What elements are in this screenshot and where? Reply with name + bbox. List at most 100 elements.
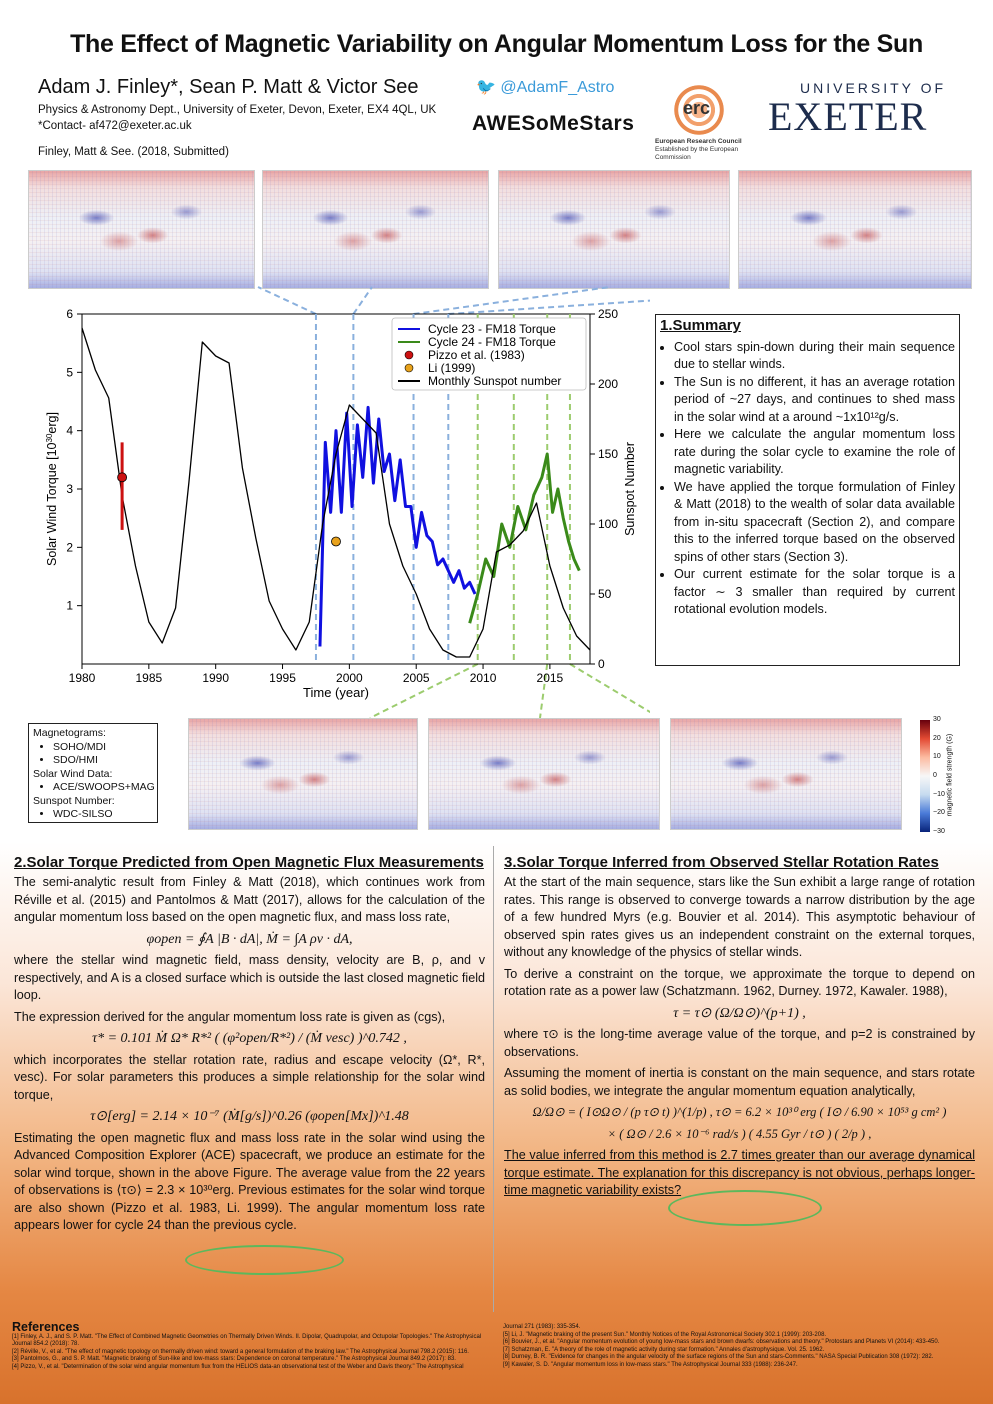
affiliation-block: Physics & Astronomy Dept., University of… (38, 102, 436, 134)
reference-right-5: [9] Kawaler, S. D. "Angular momentum los… (503, 1361, 798, 1368)
x-axis-label: Time (year) (303, 685, 369, 700)
awesome-stars-logo: AWESoMeStars (472, 112, 635, 135)
colorbar-tick: 30 (933, 716, 941, 723)
series-line-2 (81, 327, 591, 658)
reference-right-2: [6] Bouvier, J., et al. "Angular momentu… (503, 1339, 940, 1345)
colorbar-tick: 20 (933, 734, 941, 742)
x-tick-label: 1980 (69, 671, 96, 685)
x-tick-label: 1990 (202, 671, 229, 685)
erc-logo: erc European Research Council Established… (655, 82, 745, 162)
solar-wind-source-0: ACE/SWOOPS+MAG (53, 781, 155, 795)
x-tick-label: 2015 (537, 671, 564, 685)
y-axis-label: Solar Wind Torque [1030erg] (45, 412, 60, 566)
colorbar-tick: −30 (933, 828, 945, 835)
y-tick-label: 5 (66, 365, 73, 379)
section-2-p1: The semi-analytic result from Finley & M… (14, 875, 485, 924)
section-3-p3: where τ⊙ is the long-time average value … (504, 1027, 975, 1059)
twitter-text: @AdamF_Astro (500, 79, 615, 96)
section-3: 3.Solar Torque Inferred from Observed St… (504, 852, 975, 1204)
magnetogram-connectors (257, 286, 650, 719)
data-point-0 (117, 472, 128, 483)
citation: Finley, Matt & See. (2018, Submitted) (38, 146, 229, 158)
reference-right-3: [7] Schatzman, E. "A theory of the role … (503, 1346, 825, 1353)
bottom-background (0, 842, 993, 1404)
legend-swatch (404, 363, 414, 373)
magnetogram-sources: SOHO/MDISDO/HMI (33, 741, 153, 768)
torque-chart: 1980 1985 1990 1995 2000 2005 2010 2015 1 2 3 4 5 6 0 5… (45, 286, 650, 719)
y-tick-label: 3 (66, 482, 73, 496)
x-tick-label: 1995 (269, 671, 296, 685)
reference-left-0: [1] Finley, A. J., and S. P. Matt. "The … (12, 1333, 482, 1348)
reference-right-1: [5] Li, J. "Magnetic braking of the pres… (503, 1331, 827, 1338)
connector-line (539, 663, 549, 719)
y2-tick-label: 200 (598, 377, 618, 391)
erc-logo-circle (671, 82, 727, 138)
x-tick-label: 2000 (336, 671, 363, 685)
section-3-p2: To derive a constraint on the torque, we… (504, 966, 975, 999)
poster-title: The Effect of Magnetic Variability on An… (70, 30, 923, 58)
reference-left-1: [2] Réville, V., et al. "The effect of m… (12, 1348, 469, 1355)
references-list-left: [1] Finley, A. J., and S. P. Matt. "The … (12, 1334, 482, 1372)
references-left: References [1] Finley, A. J., and S. P. … (12, 1320, 482, 1372)
section-3-eq2: Ω/Ω⊙ = ( I⊙Ω⊙ / (p τ⊙ t) )^(1/p) , τ⊙ = … (532, 1105, 947, 1119)
erc-caption-sub: Established by the European Commission (655, 146, 739, 161)
connector-line (448, 299, 650, 315)
reference-right-4: [8] Durney, B. R. "Evidence for changes … (503, 1354, 934, 1360)
authors: Adam J. Finley*, Sean P. Matt & Victor S… (38, 76, 419, 98)
twitter-bird-icon: 🐦 (476, 79, 496, 96)
y2-tick-label: 50 (598, 587, 612, 601)
section-2-p2: where the stellar wind magnetic field, m… (14, 953, 485, 1002)
colorbar-tick: −10 (933, 790, 945, 798)
summary-list: Cool stars spin-down during their main s… (660, 339, 955, 619)
section-2-title: 2.Solar Torque Predicted from Open Magne… (14, 854, 484, 871)
y-tick-label: 2 (66, 540, 73, 554)
connector-line (369, 663, 479, 719)
x-tick-label: 2010 (470, 671, 497, 685)
references-title: References (12, 1320, 80, 1334)
colorbar-label: magnetic field strength (G) (946, 733, 954, 817)
erc-logo-text: erc (683, 98, 711, 118)
magnetogram-3 (498, 170, 730, 289)
section-2-eq2: τ* = 0.101 Ṁ Ω* R*² ( (φ²open/R*²) / (Ṁ … (92, 1031, 407, 1046)
magnetogram-4 (738, 170, 972, 289)
legend-label: Pizzo et al. (1983) (428, 348, 525, 362)
column-divider (493, 846, 494, 1312)
exeter-logo: EXETER (768, 94, 928, 139)
legend-label: Li (1999) (428, 361, 475, 375)
solar-wind-label: Solar Wind Data: (33, 767, 113, 780)
solar-wind-sources: ACE/SWOOPS+MAG (33, 781, 155, 795)
reference-right-0: Journal 271 (1983): 335-354. (503, 1324, 581, 1330)
section-3-p5: The value inferred from this method is 2… (504, 1148, 975, 1197)
section-2-eq1: φopen = ∮A |B · dA|, Ṁ = ∫A ρv · dA, (146, 931, 353, 947)
sunspot-label: Sunspot Number: (33, 794, 115, 807)
legend-label: Cycle 23 - FM18 Torque (428, 322, 556, 336)
summary-item-3: We have applied the torque formulation o… (674, 479, 955, 567)
section-2-p3: The expression derived for the angular m… (14, 1009, 446, 1024)
y2-tick-label: 100 (598, 517, 618, 531)
highlight-ring-torque-average (185, 1245, 344, 1275)
summary-item-4: Our current estimate for the solar torqu… (674, 566, 955, 619)
section-3-eq1: τ = τ⊙ (Ω/Ω⊙)^(p+1) , (673, 1005, 806, 1021)
magnetogram-5 (188, 718, 418, 830)
x-tick-label: 1985 (135, 671, 162, 685)
connector-line (569, 663, 650, 714)
legend-box (391, 317, 587, 391)
twitter-handle[interactable]: 🐦 @AdamF_Astro (476, 77, 614, 97)
y-tick-label: 1 (66, 599, 73, 613)
magnetogram-7 (670, 718, 902, 830)
magnetogram-6 (428, 718, 660, 830)
section-3-p1: At the start of the main sequence, stars… (504, 875, 975, 959)
summary-item-0: Cool stars spin-down during their main s… (674, 339, 955, 374)
magnetogram-source-1: SDO/HMI (53, 754, 153, 768)
section-2-eq3: τ⊙[erg] = 2.14 × 10⁻⁷ (Ṁ[g/s])^0.26 (φop… (90, 1109, 409, 1124)
section-2: 2.Solar Torque Predicted from Open Magne… (14, 852, 485, 1239)
section-3-title: 3.Solar Torque Inferred from Observed St… (504, 854, 939, 871)
affiliation: Physics & Astronomy Dept., University of… (38, 104, 437, 116)
y2-axis-label: Sunspot Number (623, 442, 637, 536)
erc-caption: European Research Council Established by … (655, 138, 750, 162)
x-tick-label: 2005 (403, 671, 430, 685)
references-list-right: Journal 271 (1983): 335-354. [5] Li, J. "… (503, 1324, 978, 1369)
university-of-label: UNIVERSITY OF (800, 80, 947, 96)
references-right: Journal 271 (1983): 335-354. [5] Li, J. "… (503, 1324, 978, 1369)
